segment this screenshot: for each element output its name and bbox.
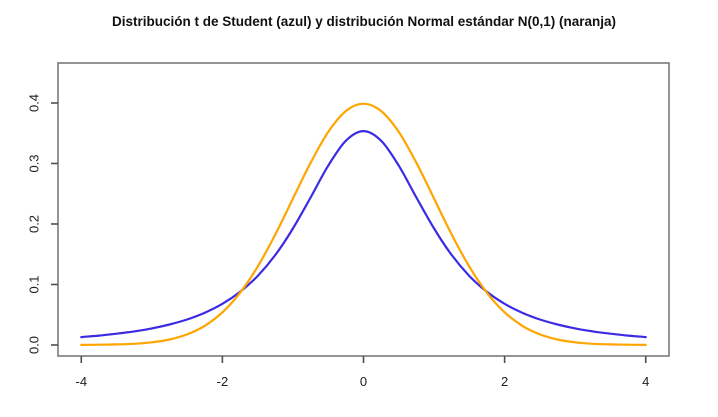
x-axis-tick-label: 4	[642, 374, 649, 389]
x-axis-tick-label: 0	[360, 374, 367, 389]
t-distribution-curve	[80, 130, 647, 339]
y-axis-tick-label: 0.1	[27, 275, 42, 293]
normal-distribution-curve	[80, 102, 647, 346]
y-axis-tick-label: 0.0	[27, 336, 42, 354]
y-axis-tick-label: 0.2	[27, 215, 42, 233]
y-axis-tick-label: 0.3	[27, 154, 42, 172]
y-axis-tick-label: 0.4	[27, 94, 42, 112]
x-axis-tick-label: -4	[76, 374, 88, 389]
chart-title: Distribución t de Student (azul) y distr…	[111, 14, 617, 29]
x-axis-tick-label: 2	[501, 374, 508, 389]
x-axis-tick-label: -2	[217, 374, 229, 389]
plot-border	[57, 62, 670, 357]
